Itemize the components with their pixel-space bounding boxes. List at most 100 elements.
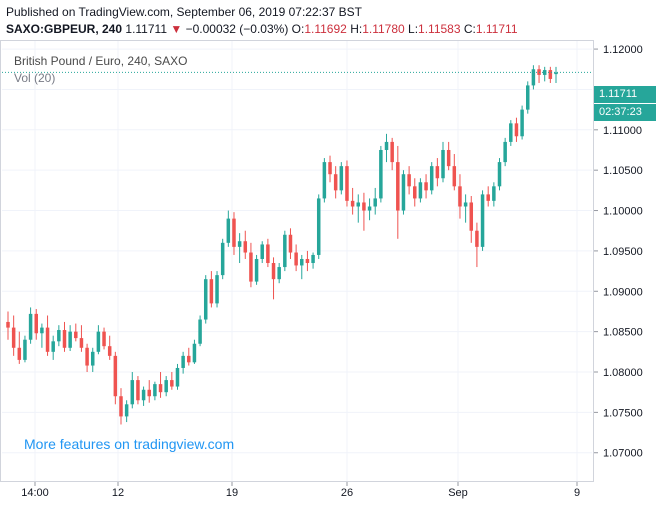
candle-up — [311, 254, 315, 264]
candle-up — [141, 389, 146, 401]
y-tick-label: 1.08500 — [603, 327, 643, 339]
candle-up — [153, 384, 157, 397]
candle-up — [23, 339, 27, 360]
candle-down — [345, 166, 349, 201]
symbol-label: SAXO:GBPEUR, 240 — [6, 22, 123, 36]
candle-down — [102, 331, 106, 347]
low-label: L: — [408, 22, 419, 36]
y-tick-label: 1.10500 — [603, 165, 643, 177]
candle-down — [435, 166, 440, 179]
candle-down — [294, 252, 298, 266]
y-tick-label: 1.08000 — [603, 367, 643, 379]
published-line: Published on TradingView.com, September … — [6, 5, 362, 19]
candle-up — [203, 279, 208, 320]
candle-up — [509, 123, 513, 142]
candle-down — [158, 384, 163, 393]
candle-down — [486, 194, 490, 201]
candle-down — [333, 174, 338, 191]
close-label: C: — [463, 22, 476, 36]
volume-legend[interactable]: Vol (20) — [14, 71, 56, 85]
candle-down — [243, 241, 248, 253]
candle-down — [514, 123, 519, 137]
candle-down — [45, 327, 50, 352]
candle-down — [390, 141, 394, 163]
candle-down — [34, 313, 38, 334]
last-price-tag: 1.11711 — [594, 86, 656, 103]
x-tick-label: 26 — [341, 487, 353, 499]
candle-up — [124, 404, 129, 417]
candle-up — [300, 258, 304, 266]
y-tick-label: 1.09500 — [603, 246, 643, 258]
x-tick-label: 19 — [226, 487, 238, 499]
candle-up — [339, 166, 344, 191]
watermark-link[interactable]: More features on tradingview.com — [24, 436, 235, 452]
symbol-quote-line: SAXO:GBPEUR, 240 1.11711 ▼ −0.00032 (−0.… — [6, 22, 518, 36]
close-value: 1.11711 — [475, 22, 518, 36]
candle-down — [17, 347, 22, 360]
candle-up — [130, 380, 135, 405]
candle-up — [40, 327, 44, 334]
candle-up — [316, 198, 321, 255]
y-tick-label: 1.07500 — [603, 407, 643, 419]
candle-down — [328, 162, 332, 175]
candle-up — [554, 72, 558, 75]
y-tick-label: 1.10000 — [603, 206, 643, 218]
candle-up — [401, 174, 406, 211]
candle-up — [181, 355, 185, 368]
candle-up — [384, 141, 389, 150]
candle-down — [85, 347, 89, 366]
candle-up — [497, 162, 502, 187]
candle-down — [548, 70, 553, 79]
candle-down — [113, 355, 118, 397]
candle-down — [209, 279, 214, 304]
candle-up — [237, 241, 242, 247]
chart-panel[interactable] — [0, 40, 594, 482]
high-label: H: — [350, 22, 363, 36]
open-label: O: — [291, 22, 305, 36]
candle-down — [407, 174, 411, 187]
candle-down — [446, 149, 451, 167]
candle-up — [531, 69, 536, 86]
x-tick-label: Sep — [448, 487, 468, 499]
candle-up — [480, 194, 485, 247]
x-tick-label: 14:00 — [21, 487, 49, 499]
candle-down — [475, 230, 479, 247]
candle-up — [68, 331, 72, 348]
candle-down — [413, 186, 417, 199]
candle-up — [441, 149, 445, 179]
candle-up — [322, 162, 327, 199]
candle-up — [220, 242, 225, 276]
candle-down — [288, 234, 293, 253]
candle-up — [418, 182, 423, 199]
candle-up — [277, 267, 281, 280]
y-tick-label: 1.12000 — [603, 44, 643, 56]
candle-down — [232, 218, 236, 247]
candle-down — [305, 258, 310, 264]
y-tick-label: 1.07000 — [603, 448, 643, 460]
candle-up — [96, 331, 101, 352]
candle-down — [424, 182, 428, 191]
low-value: 1.11583 — [418, 22, 461, 36]
y-tick-label: 1.11000 — [603, 125, 642, 137]
candle-down — [147, 389, 151, 397]
candle-up — [164, 380, 168, 393]
candle-down — [271, 263, 276, 280]
candle-up — [192, 343, 197, 363]
candle-down — [396, 162, 400, 211]
candle-down — [74, 331, 78, 339]
time-axis[interactable] — [0, 482, 594, 511]
chart-legend-title: British Pound / Euro, 240, SAXO — [14, 54, 188, 68]
candle-down — [79, 338, 84, 348]
candle-up — [28, 313, 33, 340]
price-change: −0.00032 (−0.03%) — [185, 22, 289, 36]
candle-down — [119, 396, 123, 417]
published-text: Published on TradingView.com, September … — [6, 5, 363, 19]
candle-down — [452, 166, 457, 187]
candle-down — [187, 355, 191, 363]
candle-up — [260, 244, 264, 259]
candle-up — [463, 202, 468, 207]
y-tick-label: 1.09000 — [603, 286, 643, 298]
change-down-icon: ▼ — [170, 22, 183, 36]
candle-up — [429, 166, 434, 191]
